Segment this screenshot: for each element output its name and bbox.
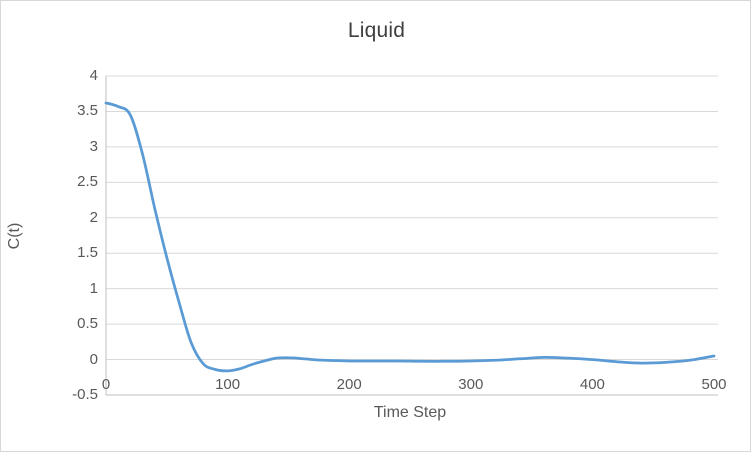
x-axis-tick-label: 100 bbox=[215, 376, 241, 393]
y-axis-tick-label: 4 bbox=[89, 67, 98, 84]
x-axis-tick-label: 0 bbox=[101, 376, 111, 393]
y-axis-tick-label: 1.5 bbox=[77, 244, 98, 262]
y-axis-tick-label: 3 bbox=[89, 137, 98, 155]
x-axis-tick-label: 500 bbox=[701, 376, 727, 393]
y-axis-tick-label: 2.5 bbox=[77, 173, 98, 191]
y-axis-tick-label: -0.5 bbox=[72, 386, 98, 403]
chart-title: Liquid bbox=[347, 19, 406, 42]
series-line bbox=[104, 101, 716, 373]
y-axis-tick-label: 2 bbox=[89, 208, 98, 226]
y-axis-tick-label: 3.5 bbox=[77, 102, 98, 120]
y-axis-tick-label: 0.5 bbox=[77, 315, 98, 333]
x-axis-tick-label: 300 bbox=[458, 376, 484, 393]
y-axis-tick-label: 0 bbox=[89, 350, 98, 368]
y-axis-tick-label: 1 bbox=[89, 279, 98, 297]
x-axis-tick-label: 400 bbox=[579, 376, 605, 393]
x-axis-tick-label: 200 bbox=[336, 376, 362, 393]
x-axis-title: Time Step bbox=[373, 404, 447, 421]
